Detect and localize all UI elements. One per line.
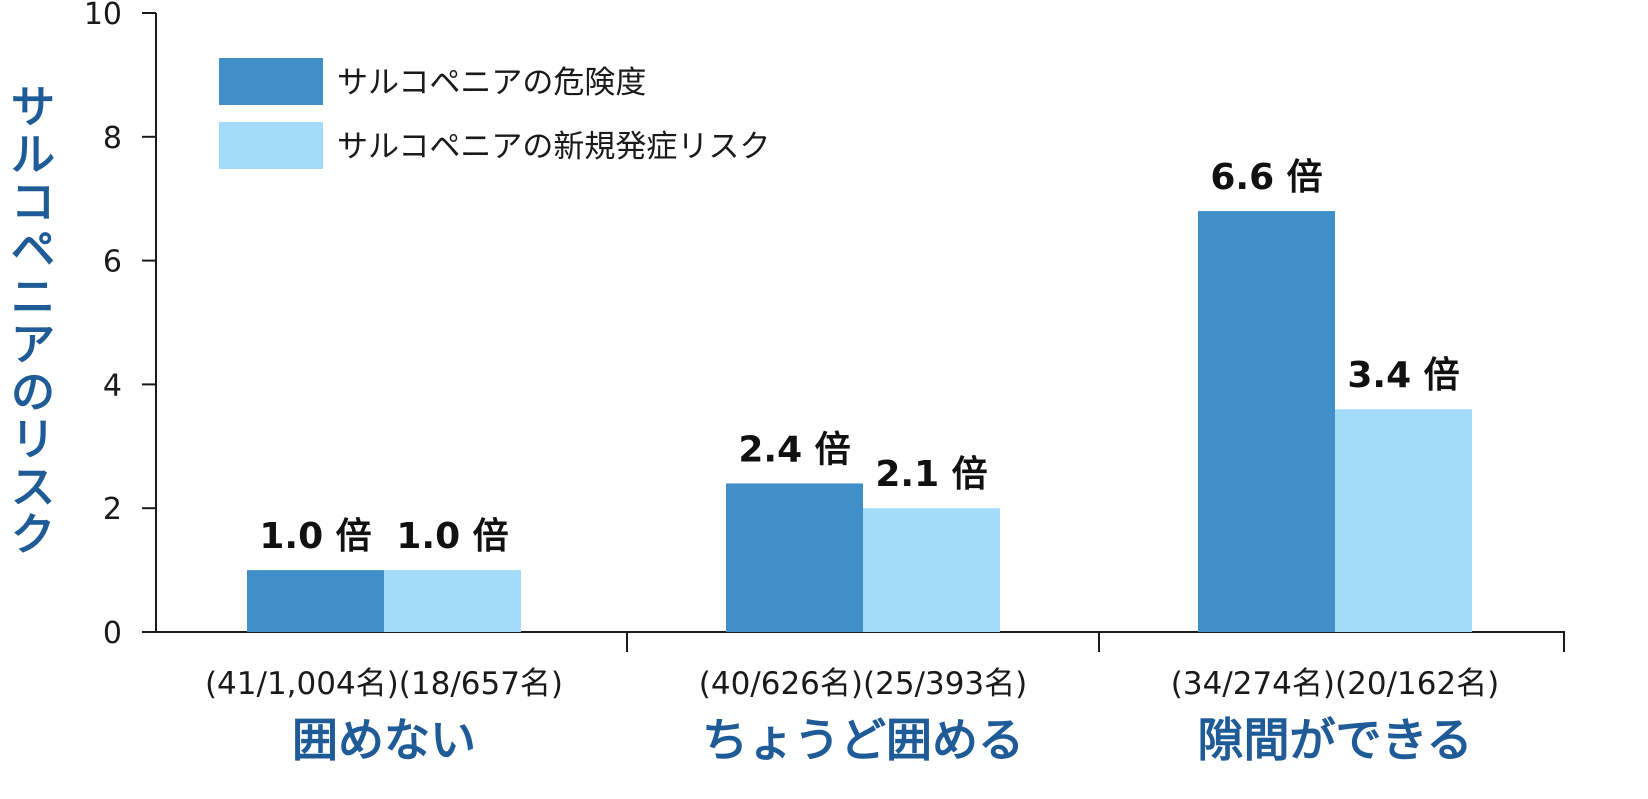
y-tick-label: 4: [103, 368, 122, 403]
y-axis-label-char: ス: [11, 462, 55, 513]
bar: [1198, 211, 1335, 632]
bars: [247, 211, 1472, 632]
y-axis-ticks: 0 2 4 6 8 10: [84, 0, 156, 651]
y-tick-label: 2: [103, 492, 122, 527]
y-axis-label-char: ク: [11, 510, 55, 561]
bar: [1335, 409, 1472, 632]
bar-value-labels: 1.0 倍 2.4 倍 6.6 倍 1.0 倍 2.1 倍 3.4 倍: [259, 157, 1459, 557]
y-axis-label-char: ア: [11, 320, 55, 371]
legend-swatch: [219, 122, 323, 169]
y-axis-label-char: の: [11, 367, 55, 418]
bar-value-label: 2.1 倍: [875, 454, 987, 495]
y-tick-label: 8: [103, 121, 122, 156]
bar: [726, 483, 863, 632]
x-axis-categories: (41/1,004名)(18/657名) 囲めない (40/626名)(25/393…: [205, 666, 1499, 767]
bar: [863, 508, 1000, 632]
sample-size-label: (34/274名)(20/162名): [1171, 666, 1500, 702]
y-tick-label: 10: [84, 0, 122, 32]
y-axis-label-char: リ: [11, 415, 55, 466]
bar-value-label: 3.4 倍: [1347, 355, 1459, 396]
y-tick-label: 6: [103, 245, 122, 280]
bar-value-label: 2.4 倍: [738, 429, 850, 470]
y-tick-label: 0: [103, 616, 122, 651]
category-label: ちょうど囲める: [702, 713, 1024, 767]
sample-size-label: (41/1,004名)(18/657名): [205, 666, 563, 702]
legend-swatch: [219, 58, 323, 105]
y-axis-label-char: サ: [11, 82, 55, 133]
bar-value-label: 6.6 倍: [1210, 157, 1322, 198]
bar-value-label: 1.0 倍: [396, 516, 508, 557]
y-axis-label-char: コ: [11, 177, 55, 228]
y-axis-label-char: ル: [11, 130, 55, 181]
bar: [384, 570, 521, 632]
category-label: 隙間ができる: [1197, 713, 1472, 767]
bar-value-label: 1.0 倍: [259, 516, 371, 557]
legend-label: サルコペニアの危険度: [337, 65, 646, 101]
y-axis-label-char: ペ: [11, 225, 55, 276]
legend-label: サルコペニアの新規発症リスク: [337, 129, 770, 165]
sample-size-label: (40/626名)(25/393名): [699, 666, 1028, 702]
category-label: 囲めない: [292, 713, 476, 767]
y-axis-label-char: ニ: [11, 272, 55, 323]
bar: [247, 570, 384, 632]
